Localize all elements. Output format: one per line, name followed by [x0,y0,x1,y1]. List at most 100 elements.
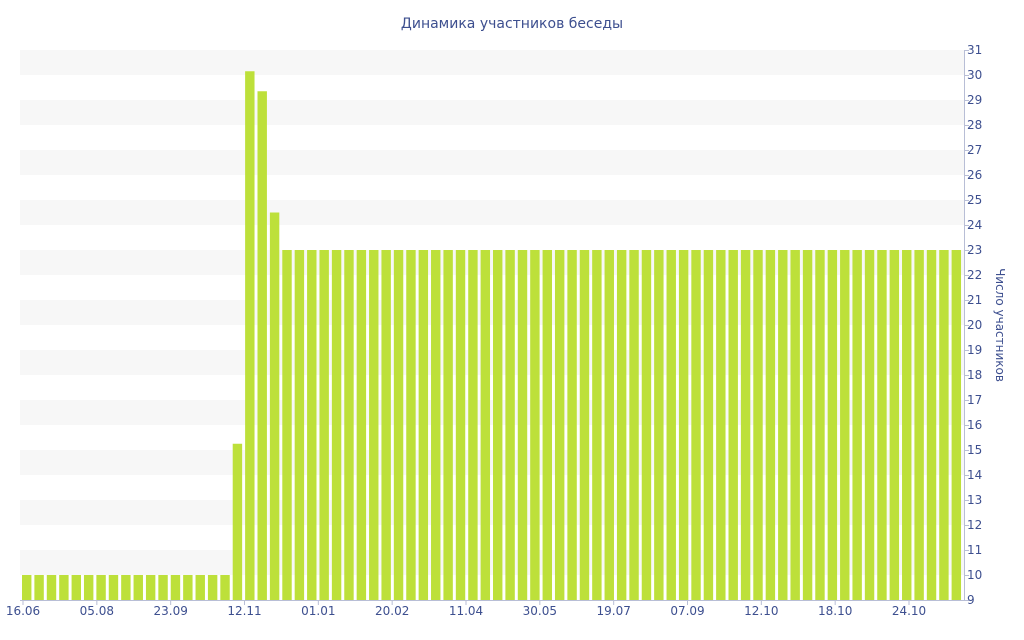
bar [939,250,949,600]
y-tick-label: 30 [967,68,982,82]
bars-group [22,71,962,600]
grid-band [20,100,964,125]
bar [616,250,627,600]
bar [678,250,689,600]
bar [232,443,243,600]
bar [307,250,317,600]
y-ticks: 9 10 11 12 13 14 15 16 17 18 19 20 21 22 23 24 25 26 27 28 2… [964,43,982,607]
bar [121,575,131,600]
bar [666,250,676,600]
bar [740,250,751,600]
bar [902,250,912,600]
y-tick-label: 23 [967,243,982,257]
bar [344,250,354,600]
bar [629,250,639,600]
bar [765,250,776,600]
bar [716,250,726,600]
y-tick-label: 28 [967,118,982,132]
bar [554,250,565,600]
bar [431,250,441,600]
y-tick-label: 25 [967,193,982,207]
y-tick-label: 19 [967,343,982,357]
bar [815,250,825,600]
x-tick-label: 07.09 [670,604,704,618]
bar [145,575,156,600]
bar [889,250,900,600]
bar [517,250,528,600]
x-tick-label: 12.10 [744,604,778,618]
bar [108,575,119,600]
bar [468,250,478,600]
y-tick-label: 17 [967,393,982,407]
bar [703,250,714,600]
bar [480,250,491,600]
y-tick-label: 31 [967,43,982,57]
bar [96,575,106,600]
bar [592,250,602,600]
y-tick-label: 27 [967,143,982,157]
x-tick-label: 30.05 [523,604,557,618]
bar [170,575,181,600]
y-tick-label: 22 [967,268,982,282]
x-tick-label: 18.10 [818,604,852,618]
x-tick-label: 01.01 [301,604,335,618]
bar [207,575,218,600]
bar [455,250,466,600]
x-tick-label: 23.09 [153,604,187,618]
bar [641,250,652,600]
bar [567,250,577,600]
bar [691,250,701,600]
bar [505,250,515,600]
y-tick-label: 26 [967,168,982,182]
bar [493,250,503,600]
bar [877,250,887,600]
bar [158,575,168,600]
bar [393,250,404,600]
y-tick-label: 12 [967,518,982,532]
y-tick-label: 11 [967,543,982,557]
y-tick-label: 20 [967,318,982,332]
bar [71,575,81,600]
bar [133,575,143,600]
x-tick-label: 24.10 [892,604,926,618]
bar [654,250,664,600]
bar [753,250,763,600]
y-tick-label: 21 [967,293,982,307]
bar [914,250,924,600]
y-tick-label: 10 [967,568,982,582]
bar [604,250,614,600]
bar [331,250,342,600]
x-tick-label: 12.11 [227,604,261,618]
bar [319,250,329,600]
bar [83,575,94,600]
grid-band [20,50,964,75]
y-tick-label: 16 [967,418,982,432]
bar [220,575,230,600]
bar [728,250,738,600]
grid-band [20,200,964,225]
bar [369,250,379,600]
x-tick-label: 16.06 [6,604,40,618]
y-tick-label: 9 [967,593,975,607]
bar [530,250,540,600]
bar [951,250,962,600]
bar [34,575,44,600]
bar [245,71,255,600]
bar [381,250,391,600]
bar [282,250,292,600]
bar [443,250,453,600]
bar [852,250,862,600]
bar [269,212,280,600]
y-tick-label: 15 [967,443,982,457]
bar [926,250,937,600]
bar [195,575,205,600]
bar [542,250,552,600]
bar [294,250,305,600]
bar [802,250,813,600]
y-axis-label: Число участников [993,268,1007,382]
y-tick-label: 29 [967,93,982,107]
y-tick-label: 24 [967,218,982,232]
bar [257,91,267,600]
chart-title: Динамика участников беседы [401,16,623,32]
